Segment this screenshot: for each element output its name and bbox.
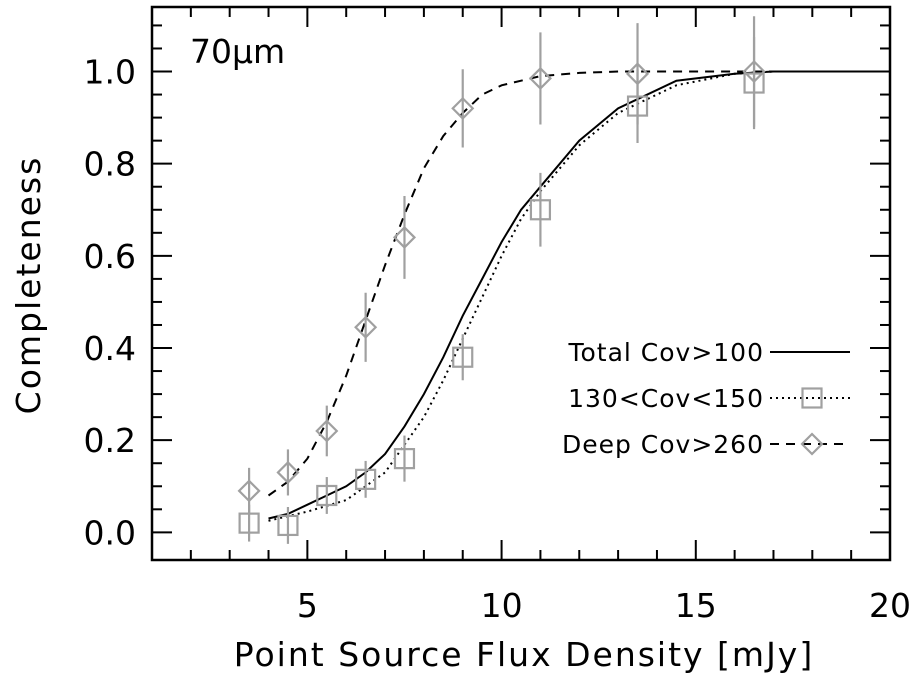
legend-square-marker	[801, 387, 823, 409]
x-tick-label: 5	[297, 586, 318, 625]
diamond-marker	[315, 419, 339, 443]
markers-layer	[237, 16, 766, 544]
series-line-0	[268, 70, 890, 520]
y-tick-label: 0.0	[84, 513, 136, 552]
wavelength-annotation: 70μm	[190, 32, 285, 71]
diamond-marker	[625, 62, 650, 86]
square-marker	[277, 514, 299, 537]
y-tick-label: 0.2	[84, 421, 136, 460]
y-axis-label: Completeness	[9, 156, 48, 415]
curves-layer	[267, 70, 890, 522]
axes-layer: 5 10 15 20 0.0 0.2 0.4 0.6 0.8 1.0	[84, 5, 911, 625]
diamond-marker	[392, 225, 417, 249]
legend-label: 130<Cov<150	[568, 384, 764, 413]
square-marker	[529, 199, 552, 221]
diamond-marker	[237, 479, 261, 503]
legend-label: Total Cov>100	[567, 338, 764, 367]
diamond-marker	[276, 460, 300, 484]
legend-diamond-marker	[800, 432, 824, 456]
square-marker	[452, 346, 474, 368]
plot-frame	[150, 5, 892, 562]
diamond-marker	[354, 315, 378, 339]
y-tick-label: 0.8	[84, 145, 136, 184]
x-tick-label: 20	[869, 586, 911, 625]
y-tick-label: 1.0	[84, 53, 136, 92]
legend: Total Cov>100 130<Cov<150 Deep Cov>260	[562, 338, 850, 459]
legend-label: Deep Cov>260	[562, 430, 764, 459]
diamond-marker	[528, 66, 552, 90]
diamond-marker	[451, 96, 475, 120]
diamond-marker	[742, 59, 766, 84]
square-marker	[355, 468, 377, 490]
y-tick-label: 0.4	[84, 329, 136, 368]
x-tick-label: 15	[675, 586, 717, 625]
x-axis-label: Point Source Flux Density [mJy]	[234, 635, 814, 674]
y-tick-label: 0.6	[84, 237, 136, 276]
x-tick-label: 10	[481, 586, 523, 625]
square-marker	[316, 484, 338, 507]
square-marker	[393, 448, 416, 470]
series-line-2	[267, 70, 890, 497]
